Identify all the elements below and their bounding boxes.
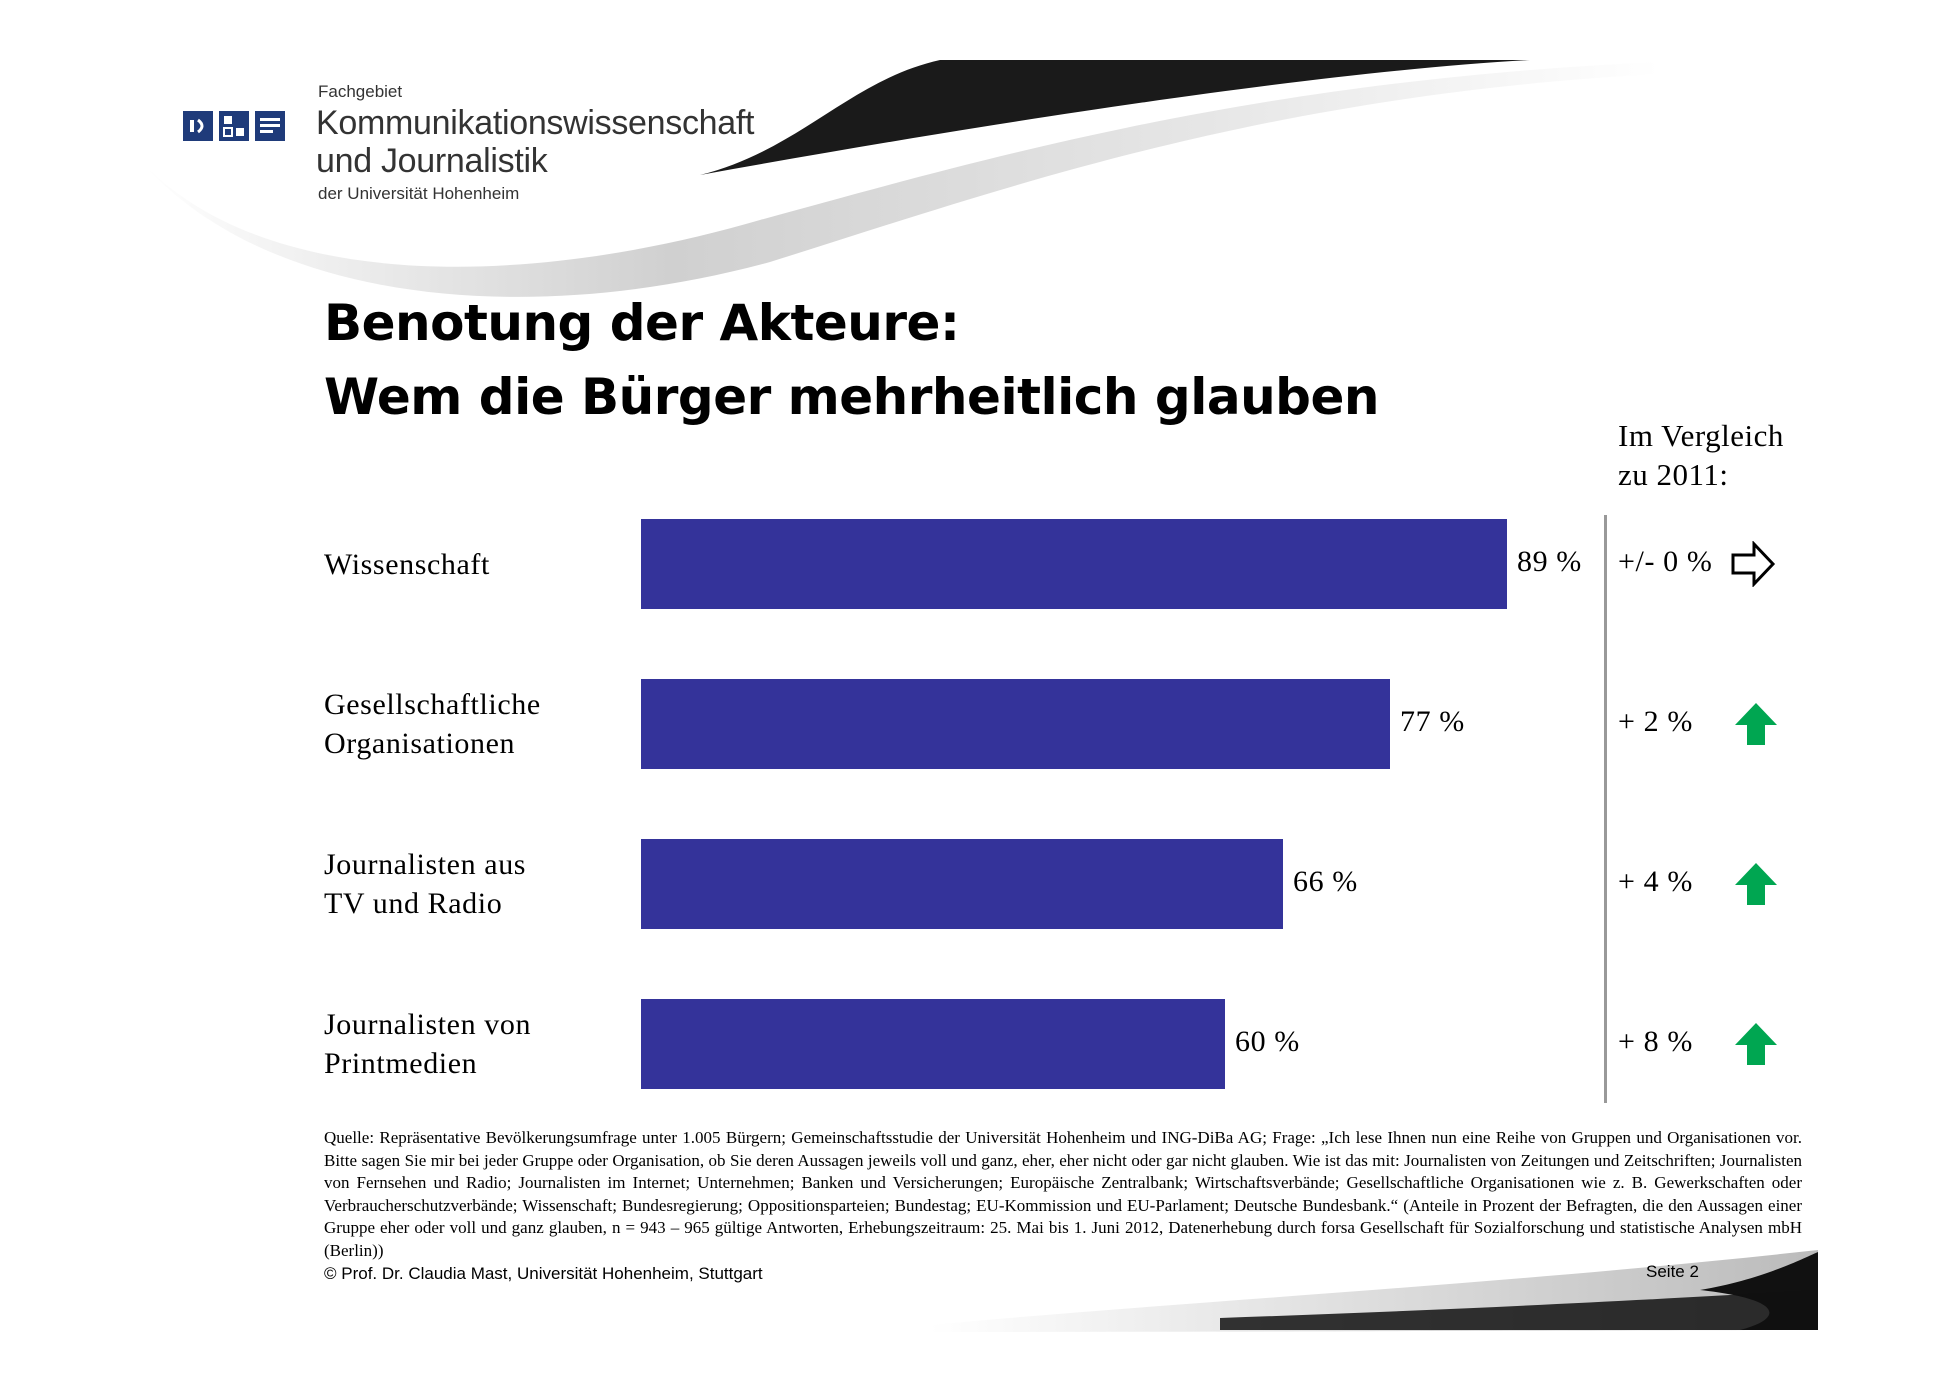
bar [641, 839, 1283, 929]
bar [641, 999, 1225, 1089]
logo-glyph-3-icon [260, 118, 280, 133]
category-label-line: Journalisten aus [324, 848, 527, 881]
comparison-header-line2: zu 2011: [1618, 457, 1729, 492]
dept-name-line1: Kommunikationswissenschaft [316, 104, 755, 142]
bar-value-label: 60 % [1235, 1025, 1300, 1058]
category-label-line: Organisationen [324, 727, 516, 760]
arrow-up-green-icon [1735, 863, 1777, 905]
arrow-up-green-icon [1735, 1023, 1777, 1065]
category-label: Journalisten von Printmedien [324, 1005, 531, 1083]
category-label: Gesellschaftliche Organisationen [324, 685, 541, 763]
dept-prefix: Fachgebiet [318, 82, 403, 101]
arrow-up-green-icon [1735, 703, 1777, 745]
logo-block-3 [255, 111, 285, 141]
copyright: © Prof. Dr. Claudia Mast, Universität Ho… [324, 1264, 763, 1283]
bar-value-label: 66 % [1293, 865, 1358, 898]
logo-glyph-2-icon [223, 116, 244, 137]
bar-value-label: 89 % [1517, 545, 1582, 578]
logo-block-1 [183, 111, 213, 141]
logo-glyph-1-icon [190, 118, 204, 134]
category-label-line: TV und Radio [324, 887, 503, 920]
comparison-divider [1604, 515, 1607, 1103]
category-label: Wissenschaft [324, 545, 490, 584]
change-value: + 4 % [1618, 865, 1693, 898]
page-title-line1: Benotung der Akteure: [324, 294, 960, 352]
bar-value-label: 77 % [1400, 705, 1465, 738]
bar [641, 519, 1507, 609]
comparison-header: Im Vergleich zu 2011: [1618, 416, 1784, 494]
page-title-line2: Wem die Bürger mehrheitlich glauben [324, 368, 1379, 426]
bar [641, 679, 1390, 769]
change-value: +/- 0 % [1618, 545, 1713, 578]
university-name: der Universität Hohenheim [318, 184, 520, 203]
category-label: Journalisten aus TV und Radio [324, 845, 526, 923]
logo-block-2 [219, 111, 249, 141]
arrow-right-outline-icon [1731, 541, 1776, 587]
comparison-header-line1: Im Vergleich [1618, 418, 1784, 453]
change-value: + 2 % [1618, 705, 1693, 738]
change-value: + 8 % [1618, 1025, 1693, 1058]
source-note: Quelle: Repräsentative Bevölkerungsumfra… [324, 1128, 1802, 1260]
category-label-line: Journalisten von [324, 1008, 532, 1041]
category-label-line: Wissenschaft [324, 547, 490, 581]
page-number: Seite 2 [1646, 1262, 1699, 1281]
dept-name-line2: und Journalistik [316, 142, 548, 180]
category-label-line: Gesellschaftliche [324, 688, 541, 721]
category-label-line: Printmedien [324, 1047, 478, 1080]
header-swoosh-decoration [140, 60, 1660, 297]
